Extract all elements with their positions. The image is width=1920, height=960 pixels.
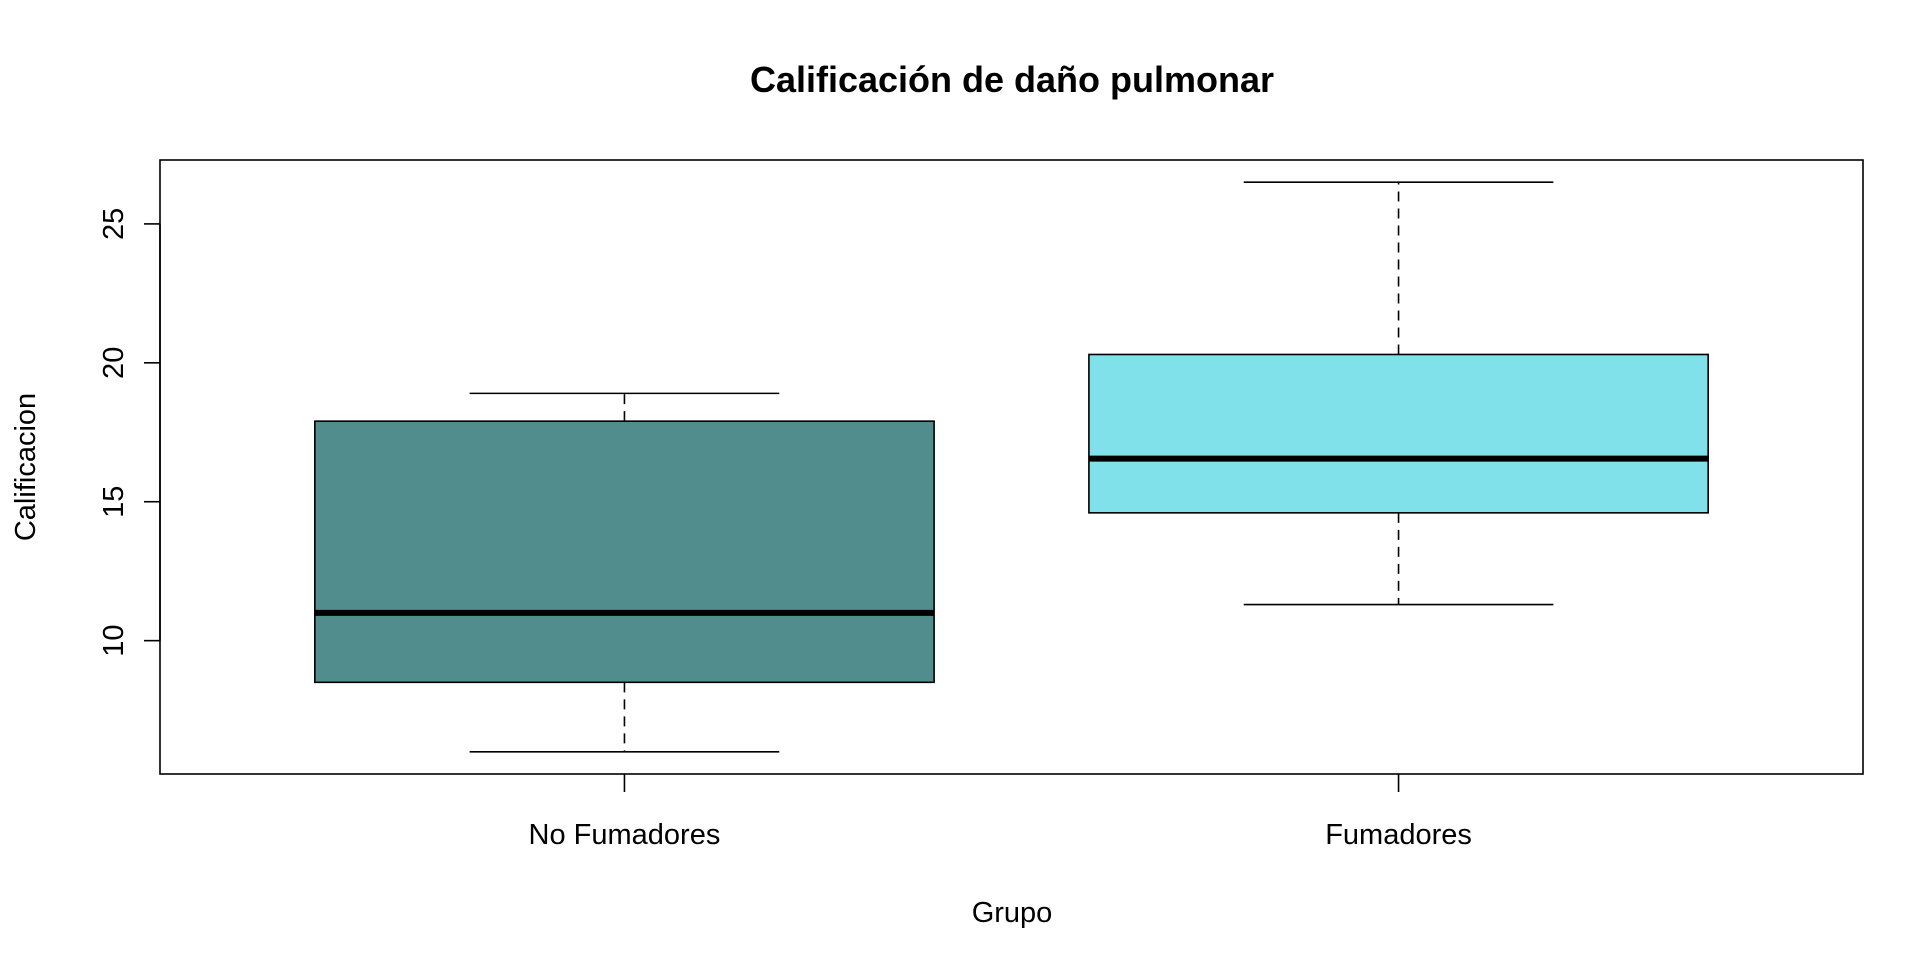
y-tick-label: 20 — [98, 347, 130, 379]
x-tick-label: No Fumadores — [529, 819, 721, 851]
y-tick-label: 10 — [98, 625, 130, 657]
x-axis-label: Grupo — [972, 897, 1053, 929]
y-axis-label: Calificacion — [10, 393, 42, 541]
box-group-2 — [1088, 181, 1709, 606]
box-iqr — [1088, 353, 1709, 514]
boxes — [314, 181, 1709, 753]
x-tick-label: Fumadores — [1325, 819, 1472, 851]
y-tick-label: 25 — [98, 208, 130, 240]
chart-title: Calificación de daño pulmonar — [750, 59, 1274, 100]
box-iqr — [314, 420, 935, 684]
x-axis: No Fumadores Fumadores — [529, 774, 1472, 851]
box-group-1 — [314, 392, 935, 753]
y-axis: 10 15 20 25 — [98, 208, 161, 657]
y-tick-label: 15 — [98, 486, 130, 518]
